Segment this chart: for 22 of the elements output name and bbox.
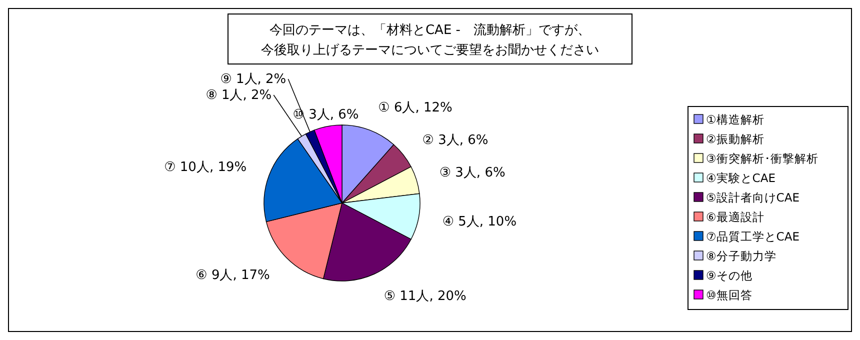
data-label: ① 6人, 12% [378,100,452,116]
data-label: ④ 5人, 10% [442,214,517,230]
chart-title: 今回のテーマは、「材料とCAE - 流動解析」ですが、 [269,22,591,38]
data-label: ⑥ 9人, 17% [196,268,270,284]
legend-label: ⑦品質工学とCAE [706,230,800,244]
data-label: ② 3人, 6% [422,133,488,148]
data-label: ⑤ 11人, 20% [384,289,466,304]
legend-label: ②振動解析 [706,132,764,146]
data-label: ⑩ 3人, 6% [292,107,359,122]
legend-label: ⑧分子動力学 [706,249,776,263]
data-label: ⑦ 10人, 19% [164,160,247,175]
legend-label: ③衝突解析･衝撃解析 [706,152,818,166]
legend-label: ⑨その他 [706,268,752,282]
legend-label: ④実験とCAE [706,171,776,185]
data-label: ③ 3人, 6% [439,166,506,181]
data-label: ⑨ 1人, 2% [220,72,286,87]
legend-label: ⑥最適設計 [706,210,764,224]
legend-label: ⑤設計者向けCAE [706,190,800,204]
legend-label: ⑩無回答 [706,288,752,302]
legend-label: ①構造解析 [706,112,764,126]
data-label: ⑧ 1人, 2% [206,88,272,103]
chart-subtitle: 今後取り上げるテーマについてご要望をお聞かせください [261,43,599,58]
